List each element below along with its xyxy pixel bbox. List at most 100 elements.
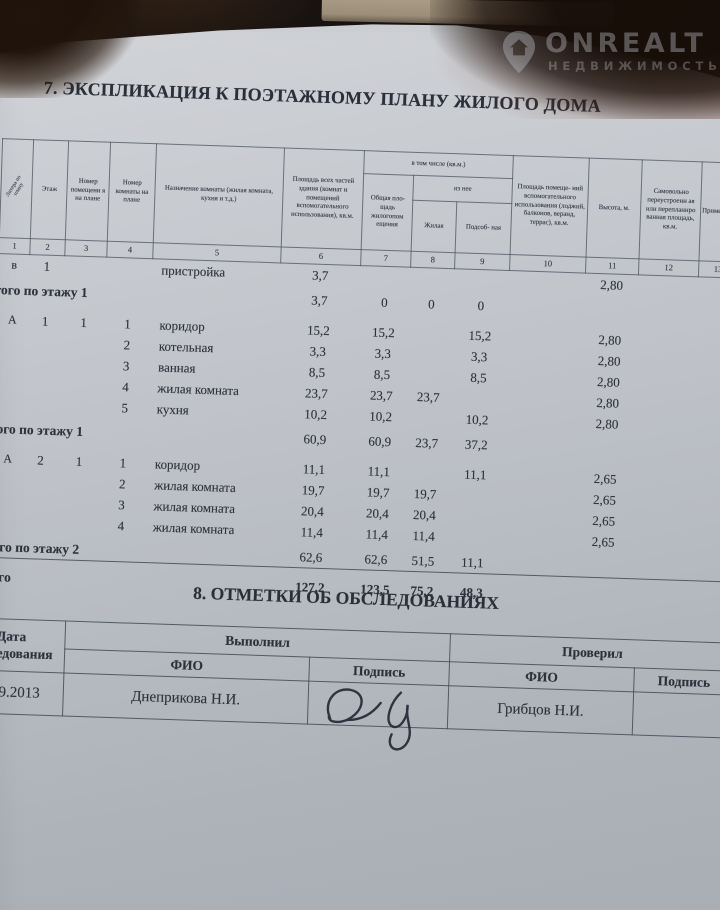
- inspection-date: 7.09.2013: [0, 669, 64, 716]
- cell: 23,7: [415, 434, 439, 451]
- cell: 37,2: [464, 436, 488, 452]
- cell: [403, 453, 448, 484]
- cell: 2,65: [592, 491, 617, 508]
- cell: [26, 352, 62, 374]
- cell: [509, 271, 586, 295]
- cell: [360, 266, 411, 289]
- cell: 11,1: [367, 462, 391, 479]
- col-num: 8: [410, 251, 456, 269]
- col-num: 2: [29, 238, 66, 256]
- signature-cell: [307, 681, 449, 751]
- litera-label: Литера по плану: [4, 174, 26, 198]
- cell: [62, 332, 105, 354]
- cell: [692, 437, 720, 463]
- cell: [445, 526, 501, 549]
- cell: [56, 492, 99, 514]
- col-of-it: из нее: [412, 175, 513, 204]
- cell: [0, 469, 23, 491]
- dark-corner-overlay: [430, 0, 720, 119]
- cell: [446, 505, 502, 528]
- cell: [688, 555, 720, 582]
- cell: [410, 267, 455, 290]
- cell: 11,4: [365, 525, 389, 542]
- cell: [632, 435, 693, 462]
- cell: [627, 578, 689, 613]
- cell: [633, 414, 694, 437]
- cell: [638, 275, 699, 298]
- cell: 11,1: [463, 466, 487, 482]
- cell: [689, 534, 720, 556]
- cell: [506, 347, 583, 371]
- cell: [56, 513, 99, 535]
- cell: [21, 491, 57, 513]
- cell: [0, 393, 25, 415]
- cell: 60,9: [303, 430, 327, 447]
- cell: 8,5: [373, 366, 391, 382]
- cell: 11,4: [300, 523, 324, 540]
- col-num: 12: [638, 258, 699, 277]
- watermark-tagline: НЕДВИЖИМОСТЬ: [548, 59, 720, 73]
- cell: [503, 431, 580, 459]
- col-num: 13: [698, 260, 720, 279]
- cell: [60, 374, 103, 396]
- cell: 15,2: [371, 324, 396, 340]
- col-litera: Литера по плану: [0, 138, 34, 239]
- cell: 3,7: [311, 266, 329, 283]
- empty-signature-cell: [632, 691, 720, 739]
- col-unit-no: Номер комнаты на плане: [107, 142, 157, 243]
- cell: [447, 484, 503, 507]
- explication-body: в 1 пристройка 3,7 2,80 Итого по этажу 1 3,7 0 0…: [0, 254, 720, 614]
- cell: 10,2: [369, 407, 393, 424]
- cell: [506, 368, 583, 392]
- cell: [59, 395, 102, 417]
- cell: 2: [123, 336, 131, 352]
- cell: [21, 512, 57, 534]
- cell: [454, 269, 510, 292]
- cell: [499, 549, 576, 577]
- cell: 51,5: [411, 552, 435, 569]
- cell: [584, 295, 638, 322]
- cell: [25, 373, 61, 395]
- col-note: Примечание: [698, 161, 720, 263]
- cell: 23,7: [304, 384, 329, 401]
- cell: 23,7: [369, 386, 393, 403]
- cell: [636, 321, 697, 353]
- cell: 2,80: [596, 373, 621, 390]
- cell: [0, 351, 27, 373]
- cell: 19,7: [413, 485, 437, 502]
- cell: [687, 580, 720, 614]
- cell: [691, 462, 720, 493]
- cell: [631, 460, 692, 492]
- cell: [575, 551, 629, 578]
- cell: [498, 574, 576, 609]
- cell: 1: [80, 314, 88, 330]
- cell: 2,80: [600, 276, 624, 293]
- cell: 1: [124, 315, 132, 331]
- location-pin-house-icon: [502, 30, 536, 74]
- cell: 2,80: [596, 394, 620, 411]
- signature-header: Подпись: [633, 667, 720, 696]
- cell: 5: [121, 399, 129, 415]
- col-num: 1: [0, 237, 31, 255]
- cell: 20,4: [300, 502, 325, 519]
- cell: [0, 372, 26, 394]
- cell: 8,5: [470, 369, 487, 385]
- cell: [628, 553, 689, 580]
- col-num: 7: [360, 249, 412, 268]
- col-num: 9: [454, 252, 511, 271]
- cell: [450, 387, 506, 410]
- cell: 19,7: [366, 483, 390, 500]
- cell: 0: [427, 295, 435, 312]
- cell: [695, 353, 720, 375]
- col-num: 11: [585, 257, 639, 275]
- cell: 1: [75, 453, 83, 469]
- col-living-total: Общая пло- щадь жилогопом ещения: [361, 173, 414, 252]
- cell: [57, 471, 100, 493]
- cell: [579, 433, 633, 460]
- cell: [631, 490, 692, 513]
- cell: [698, 277, 720, 300]
- cell: 1: [119, 454, 127, 470]
- cell: [61, 353, 104, 375]
- cell: [693, 416, 720, 438]
